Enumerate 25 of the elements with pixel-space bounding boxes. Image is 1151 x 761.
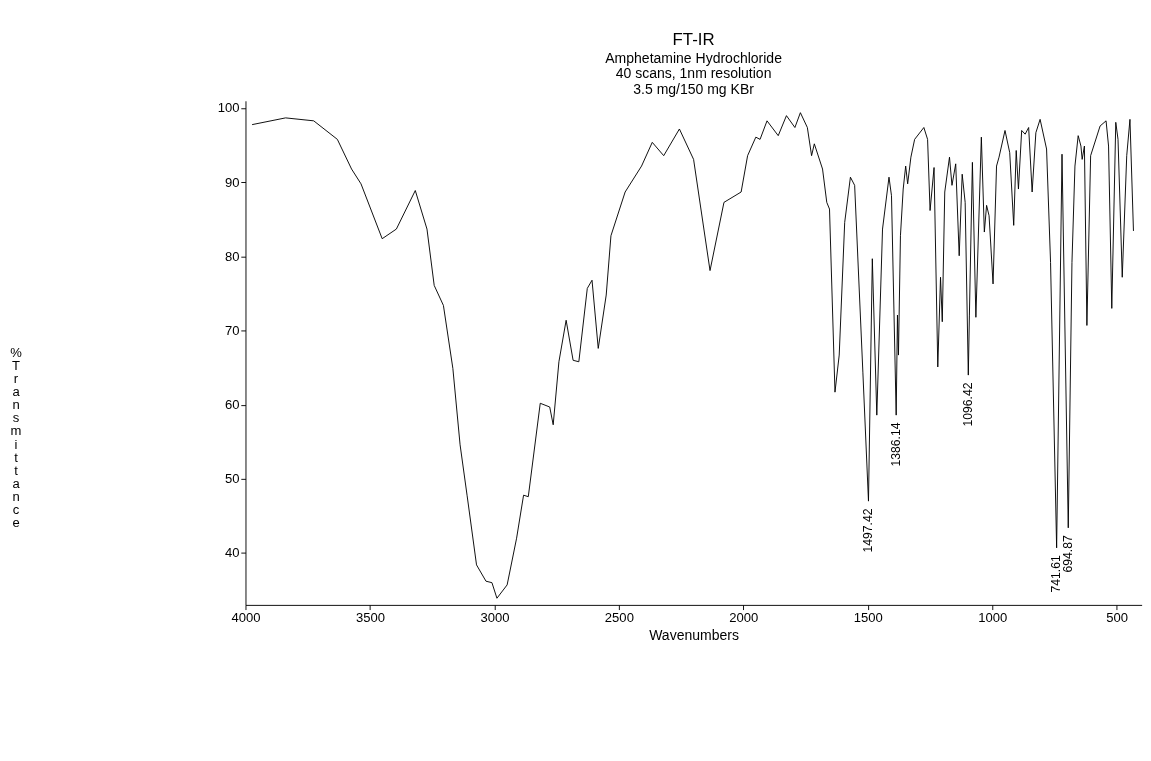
y-tick-label: 100: [217, 100, 240, 116]
x-axis-title: Wavenumbers: [649, 626, 739, 643]
x-tick-label: 1500: [853, 610, 883, 626]
y-tick-label: 80: [224, 248, 240, 264]
x-tick-label: 2000: [729, 610, 759, 626]
annotation: 694.87: [1061, 535, 1075, 573]
y-tick-label: 60: [224, 396, 240, 412]
chart-subtitle: Amphetamine Hydrochloride 40 scans, 1nm resolution 3.5 mg/150 mg KBr: [605, 49, 783, 98]
y-tick-label: 40: [224, 545, 240, 561]
text: % Transmittance: [10, 345, 22, 530]
x-tick-label: 500: [1106, 610, 1129, 626]
annotation: 741.61: [1049, 555, 1064, 593]
annotation: 1497.42: [861, 508, 876, 553]
line-series: [252, 112, 1134, 599]
y-tick-label: 70: [224, 322, 240, 338]
x-tick-label: 2500: [604, 610, 634, 626]
x-tick-label: 3500: [355, 610, 385, 626]
annotation: 1386.14: [888, 422, 903, 467]
annotation: 1096.42: [961, 382, 976, 427]
y-tick-label: 50: [224, 471, 240, 487]
x-tick-label: 4000: [231, 610, 261, 626]
x-tick-label: 1000: [978, 610, 1008, 626]
chart-title: FT-IR: [672, 29, 715, 49]
x-tick-label: 3000: [480, 610, 510, 626]
y-tick-label: 90: [224, 174, 240, 190]
